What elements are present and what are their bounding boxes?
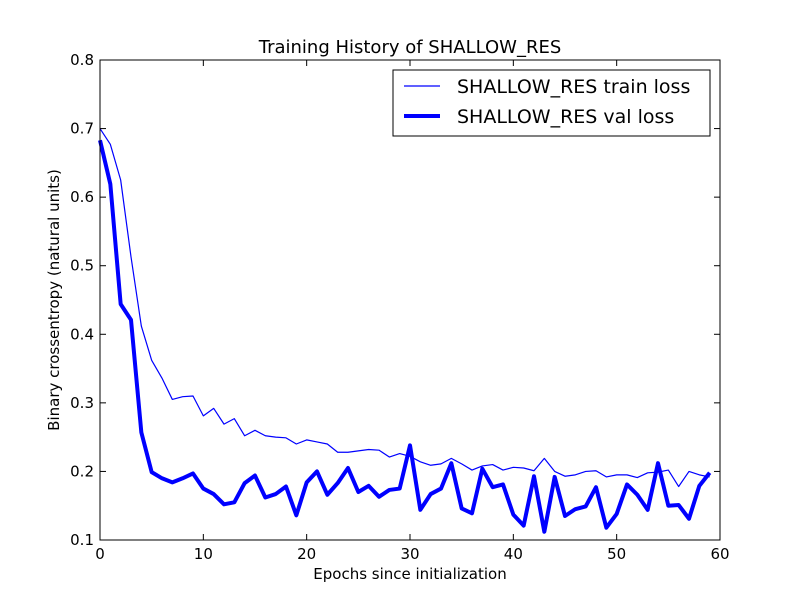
legend-label-train-loss: SHALLOW_RES train loss xyxy=(457,76,690,98)
y-tick-label: 0.5 xyxy=(70,257,94,275)
legend-label-val-loss: SHALLOW_RES val loss xyxy=(457,106,674,128)
x-tick-label: 10 xyxy=(194,545,213,563)
series-line-val-loss xyxy=(98,139,712,534)
legend: SHALLOW_RES train loss SHALLOW_RES val lo… xyxy=(392,69,711,137)
y-tick-label: 0.7 xyxy=(70,120,94,138)
y-tick-label: 0.1 xyxy=(70,531,94,549)
y-tick-label: 0.6 xyxy=(70,188,94,206)
x-tick-label: 40 xyxy=(504,545,523,563)
y-axis-label: Binary crossentropy (natural units) xyxy=(45,169,63,431)
y-tick-label: 0.3 xyxy=(70,394,94,412)
y-tick-label: 0.4 xyxy=(70,325,94,343)
x-tick-label: 60 xyxy=(710,545,729,563)
x-tick-label: 0 xyxy=(95,545,105,563)
y-tick-label: 0.8 xyxy=(70,51,94,69)
series-line-train-loss xyxy=(99,128,710,488)
x-axis-label: Epochs since initialization xyxy=(313,565,506,583)
x-tick-label: 50 xyxy=(607,545,626,563)
y-tick-label: 0.2 xyxy=(70,462,94,480)
chart-title: Training History of SHALLOW_RES xyxy=(258,37,562,58)
legend-box xyxy=(392,69,711,137)
plot-area: 0 10 20 30 40 50 60 0.1 0.2 0.3 0.4 0.5 0.6 0.7 0.8 xyxy=(70,51,729,563)
x-tick-label: 30 xyxy=(400,545,419,563)
x-tick-label: 20 xyxy=(297,545,316,563)
